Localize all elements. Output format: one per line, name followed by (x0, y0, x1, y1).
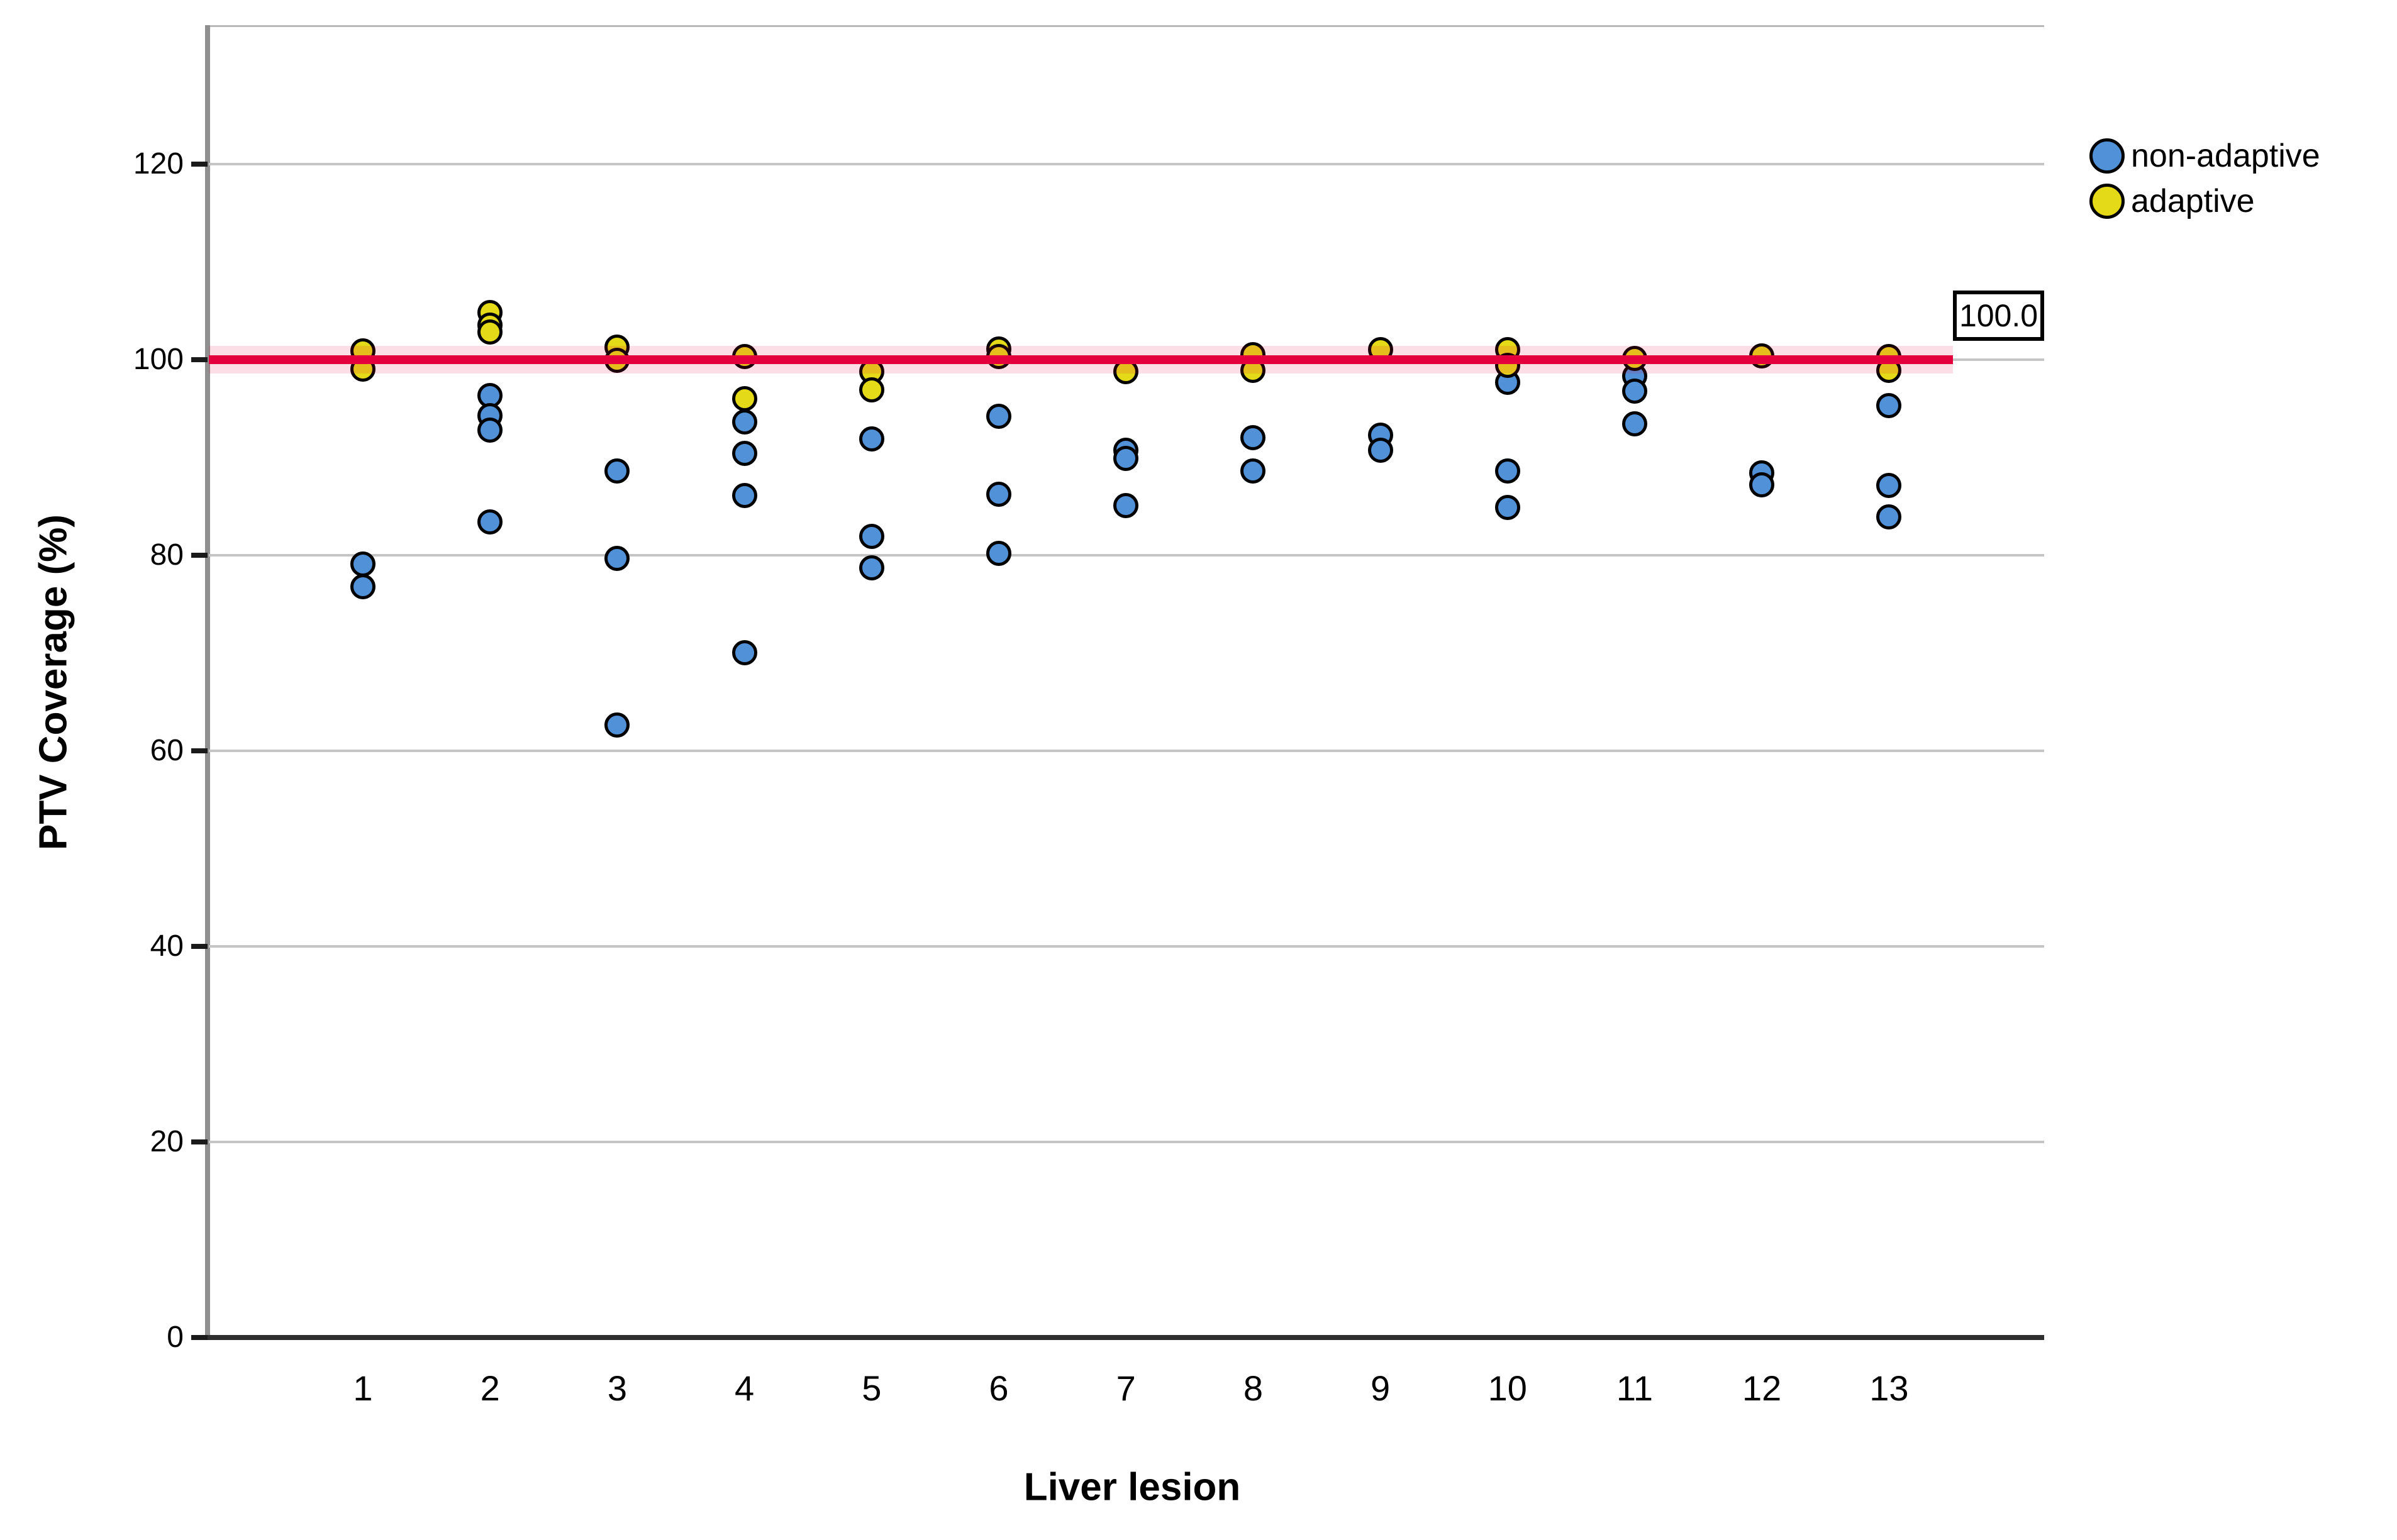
y-tick-mark-20 (191, 1139, 208, 1144)
reference-line-label: 100.0 (1953, 291, 2044, 341)
gridline-y-40 (209, 944, 2044, 948)
y-tick-label-0: 0 (167, 1321, 184, 1354)
data-point-non-adaptive (731, 483, 757, 509)
data-point-non-adaptive (350, 573, 375, 599)
data-point-adaptive (859, 377, 884, 403)
data-point-non-adaptive (986, 540, 1011, 566)
legend: non-adaptive adaptive (2089, 138, 2320, 229)
plot-top-border (205, 25, 2044, 27)
adaptive-marker-icon (2089, 184, 2125, 219)
y-tick-mark-120 (191, 161, 208, 167)
data-point-non-adaptive (1622, 411, 1647, 437)
y-axis-line (205, 25, 210, 1340)
y-tick-mark-80 (191, 552, 208, 558)
legend-label-adaptive: adaptive (2131, 183, 2255, 219)
x-tick-label-8: 8 (1243, 1368, 1263, 1408)
y-tick-mark-100 (191, 357, 208, 362)
data-point-non-adaptive (604, 712, 630, 738)
x-tick-label-2: 2 (480, 1368, 500, 1408)
y-tick-label-100: 100 (133, 342, 184, 376)
data-point-non-adaptive (731, 409, 757, 435)
legend-item-adaptive: adaptive (2089, 184, 2320, 219)
data-point-non-adaptive (1876, 392, 1902, 418)
x-tick-label-10: 10 (1488, 1368, 1527, 1408)
x-tick-label-6: 6 (989, 1368, 1009, 1408)
data-point-non-adaptive (604, 545, 630, 571)
x-tick-label-9: 9 (1371, 1368, 1391, 1408)
data-point-non-adaptive (1240, 425, 1266, 451)
x-tick-label-11: 11 (1616, 1368, 1654, 1408)
data-point-non-adaptive (859, 555, 884, 581)
x-tick-label-4: 4 (735, 1368, 755, 1408)
data-point-non-adaptive (1113, 445, 1139, 471)
y-axis-title: PTV Coverage (%) (31, 514, 75, 851)
data-point-non-adaptive (1876, 504, 1902, 530)
x-axis-line (205, 1335, 2044, 1340)
data-point-non-adaptive (731, 441, 757, 467)
data-point-non-adaptive (1876, 473, 1902, 499)
data-point-non-adaptive (859, 426, 884, 451)
gridline-y-20 (209, 1140, 2044, 1143)
data-point-non-adaptive (859, 524, 884, 550)
y-tick-mark-0 (191, 1335, 208, 1340)
y-tick-label-120: 120 (133, 147, 184, 180)
data-point-adaptive (477, 319, 503, 345)
legend-item-non-adaptive: non-adaptive (2089, 138, 2320, 174)
x-tick-label-1: 1 (353, 1368, 373, 1408)
data-point-non-adaptive (604, 458, 630, 484)
data-point-non-adaptive (986, 482, 1011, 507)
data-point-non-adaptive (1749, 472, 1775, 497)
data-point-non-adaptive (1113, 492, 1139, 518)
y-tick-label-20: 20 (150, 1124, 184, 1158)
data-point-adaptive (731, 386, 757, 412)
data-point-non-adaptive (477, 509, 503, 535)
gridline-y-80 (209, 553, 2044, 557)
x-tick-label-5: 5 (862, 1368, 882, 1408)
x-tick-label-13: 13 (1869, 1368, 1909, 1408)
y-tick-label-80: 80 (150, 538, 184, 572)
data-point-non-adaptive (986, 404, 1011, 429)
data-point-non-adaptive (1494, 494, 1520, 520)
data-point-non-adaptive (1494, 458, 1520, 484)
data-point-non-adaptive (1367, 438, 1393, 463)
data-point-non-adaptive (731, 640, 757, 666)
data-point-non-adaptive (350, 551, 375, 577)
reference-line (209, 355, 1953, 364)
data-point-non-adaptive (477, 417, 503, 443)
y-tick-label-40: 40 (150, 929, 184, 963)
x-tick-label-7: 7 (1116, 1368, 1136, 1408)
x-tick-label-12: 12 (1742, 1368, 1782, 1408)
legend-label-non-adaptive: non-adaptive (2131, 138, 2320, 174)
y-tick-mark-60 (191, 748, 208, 753)
x-tick-label-3: 3 (607, 1368, 627, 1408)
data-point-non-adaptive (1622, 378, 1647, 404)
x-axis-title: Liver lesion (1023, 1465, 1241, 1509)
y-tick-label-60: 60 (150, 733, 184, 767)
gridline-y-120 (209, 162, 2044, 165)
gridline-y-60 (209, 749, 2044, 752)
y-tick-mark-40 (191, 943, 208, 949)
data-point-non-adaptive (1240, 458, 1266, 484)
non-adaptive-marker-icon (2089, 138, 2125, 174)
